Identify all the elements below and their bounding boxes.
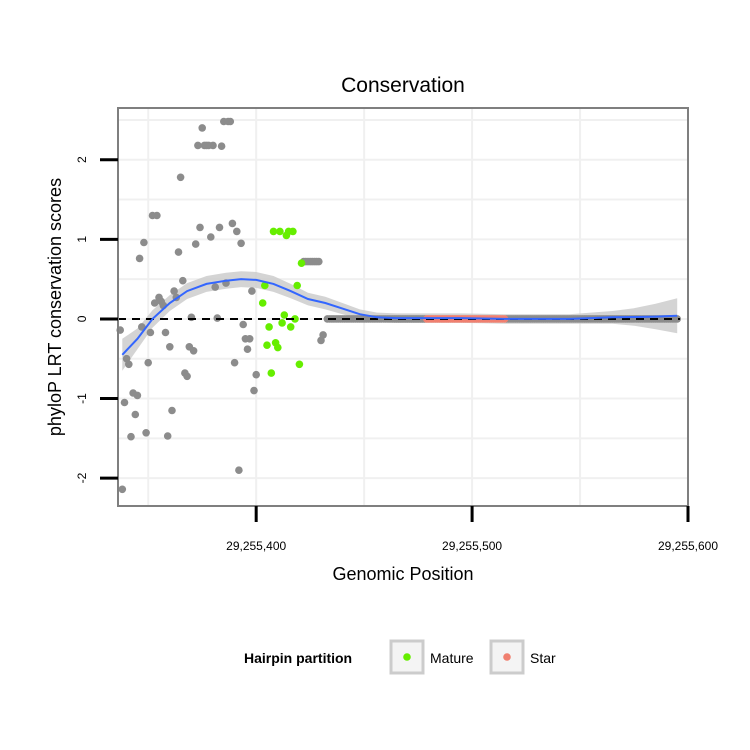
x-axis-title: Genomic Position [332,564,473,584]
x-axis: 29,255,400 29,255,500 29,255,600 [226,506,718,553]
y-tick-label-4: 2 [75,156,89,163]
point-other-28 [176,173,185,182]
point-other-37 [196,223,204,232]
point-mature-9 [278,319,286,327]
point-other-25 [170,287,178,295]
point-other-12 [142,429,150,437]
plot-panel-border [117,107,689,507]
x-tick-label-1: 29,255,500 [442,539,502,553]
point-other-7 [131,410,140,419]
point-other-8 [133,391,142,400]
point-mature-1 [261,281,269,290]
y-tick-label-0: -2 [75,472,89,483]
point-other-51 [226,117,235,126]
point-other-16 [150,299,159,307]
point-mature-10 [280,311,289,319]
point-other-52 [228,219,237,228]
y-tick-label-2: 0 [75,315,89,322]
legend-title: Hairpin partition [244,650,352,666]
point-other-4 [125,360,133,369]
point-other-44 [211,283,219,291]
point-other-34 [189,347,198,355]
point-other-24 [168,406,176,415]
point-other-1 [118,485,127,494]
legend-entry-star: Star [489,639,556,675]
point-other-36 [194,141,202,150]
point-mature-7 [274,343,282,352]
point-other-27 [174,248,183,256]
point-other-33 [187,313,196,322]
point-other-46 [215,223,224,232]
point-other-2 [120,398,129,407]
y-axis: -2 -1 0 1 2 [75,156,118,483]
point-other-54 [233,227,241,236]
point-other-14 [146,328,155,337]
y-tick-label-3: 1 [75,236,89,243]
smooth-line [121,278,678,356]
point-other-35 [191,240,200,248]
point-other-9 [135,254,144,263]
point-mature-16 [293,281,302,290]
point-other-11 [140,238,148,247]
point-other-5 [127,432,135,441]
point-other-21 [161,328,170,337]
point-other-53 [230,358,239,367]
grid-lines [118,108,689,506]
legend-dot-mature [403,653,411,661]
smooth-line-group [121,278,678,356]
y-axis-title: phyloP LRT conservation scores [45,178,65,436]
point-other-55 [235,466,243,475]
point-other-57 [239,320,247,329]
legend-label-star: Star [530,650,556,666]
point-mature-8 [276,227,284,236]
point-mature-4 [267,369,276,377]
point-mature-13 [286,323,295,331]
point-other-22 [163,432,172,440]
legend-entry-mature: Mature [389,639,474,675]
point-other-63 [252,370,260,379]
point-other-42 [207,233,215,241]
point-other-60 [245,335,254,343]
point-other-199 [673,315,681,323]
point-other-62 [250,386,258,395]
legend: Hairpin partition Mature Star [244,639,556,675]
legend-dot-star [503,653,511,661]
points-group [116,117,681,494]
point-other-56 [237,239,245,248]
point-other-61 [248,287,256,295]
point-other-17 [153,211,161,220]
legend-label-mature: Mature [430,650,474,666]
point-other-23 [166,343,174,351]
y-tick-label-1: -1 [75,393,89,404]
point-other-43 [209,141,217,150]
point-other-38 [198,124,206,132]
point-mature-17 [295,360,304,369]
point-other-47 [217,142,226,150]
point-other-13 [144,358,152,367]
chart-title: Conservation [341,74,465,97]
point-mature-0 [258,299,267,307]
point-mature-15 [291,315,299,323]
point-mature-2 [263,341,271,350]
point-mature-5 [269,227,278,236]
point-other-71 [315,257,323,266]
point-other-59 [243,345,252,354]
point-other-29 [179,276,187,285]
point-other-31 [183,372,191,381]
point-mature-3 [265,323,273,331]
point-mature-18 [297,259,306,268]
x-tick-label-2: 29,255,600 [658,539,718,553]
point-mature-14 [289,227,297,236]
point-other-10 [138,323,146,331]
x-tick-label-0: 29,255,400 [226,539,286,553]
point-other-73 [319,331,327,339]
